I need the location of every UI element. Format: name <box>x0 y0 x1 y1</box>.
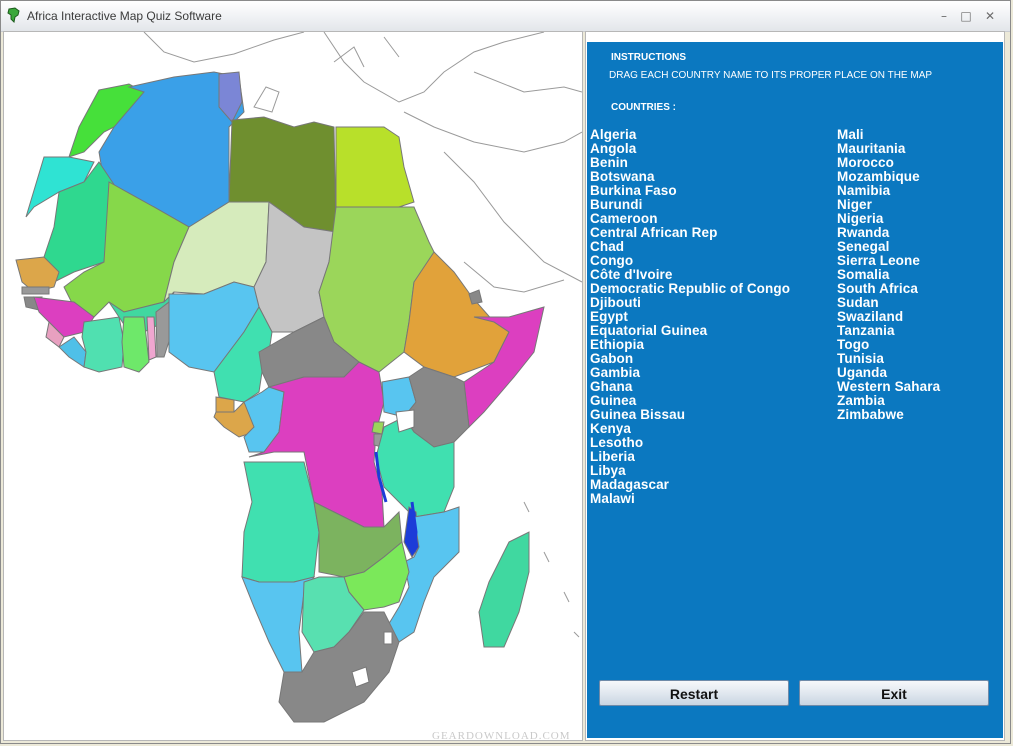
country-label[interactable]: Benin <box>590 155 629 170</box>
country-label[interactable]: Niger <box>837 197 873 212</box>
country-tanzania <box>375 416 455 518</box>
country-label[interactable]: Gabon <box>590 351 634 366</box>
country-madagascar <box>478 531 530 648</box>
outline-landmass <box>143 32 582 638</box>
country-label[interactable]: Chad <box>590 239 625 254</box>
country-label[interactable]: Mozambique <box>837 169 920 184</box>
country-liberia <box>58 336 87 368</box>
country-namibia <box>241 576 316 673</box>
country-south-africa <box>278 611 400 723</box>
country-label[interactable]: Libya <box>590 463 626 478</box>
country-label[interactable]: Mauritania <box>837 141 906 156</box>
minimize-button[interactable]: – <box>941 9 947 23</box>
countries-list-col2: Mali Mauritania Morocco Mozambique Namibia Ni… <box>837 128 940 422</box>
country-label[interactable]: Nigeria <box>837 211 884 226</box>
country-benin <box>155 301 173 358</box>
lake-victoria <box>395 409 415 433</box>
country-label[interactable]: Somalia <box>837 267 890 282</box>
countries-list-col1: Algeria Angola Benin Botswana Burkina Faso Bu… <box>590 128 790 506</box>
country-egypt <box>335 126 415 208</box>
country-label[interactable]: Congo <box>590 253 634 268</box>
country-togo <box>146 316 157 361</box>
country-label[interactable]: Central African Rep <box>590 225 718 240</box>
country-label[interactable]: Burundi <box>590 197 643 212</box>
country-label[interactable]: Equatorial Guinea <box>590 323 708 338</box>
country-cote-divoire <box>81 316 125 373</box>
africa-app-icon <box>7 7 20 23</box>
country-shapes[interactable] <box>15 71 545 723</box>
country-label[interactable]: Guinea <box>590 393 637 408</box>
country-gambia <box>21 286 50 295</box>
country-label[interactable]: Rwanda <box>837 225 890 240</box>
countries-title: COUNTRIES : <box>611 102 676 113</box>
maximize-button[interactable]: □ <box>960 9 972 23</box>
country-label[interactable]: Sudan <box>837 295 879 310</box>
country-label[interactable]: Burkina Faso <box>590 183 677 198</box>
country-label[interactable]: Tunisia <box>837 351 884 366</box>
restart-button[interactable]: Restart <box>599 680 789 706</box>
instructions-text: DRAG EACH COUNTRY NAME TO ITS PROPER PLA… <box>609 70 933 81</box>
quiz-panel: INSTRUCTIONS DRAG EACH COUNTRY NAME TO I… <box>585 31 1005 741</box>
country-label[interactable]: Mali <box>837 127 864 142</box>
country-swaziland <box>383 631 393 645</box>
country-label[interactable]: Cameroon <box>590 211 658 226</box>
country-label[interactable]: Morocco <box>837 155 894 170</box>
country-label[interactable]: Senegal <box>837 239 890 254</box>
country-label[interactable]: Algeria <box>590 127 637 142</box>
country-label[interactable]: Democratic Republic of Congo <box>590 281 791 296</box>
country-label[interactable]: Côte d'Ivoire <box>590 267 673 282</box>
africa-map-svg[interactable] <box>4 32 582 740</box>
country-label[interactable]: Madagascar <box>590 477 670 492</box>
lake-lines <box>374 451 418 553</box>
country-label[interactable]: Liberia <box>590 449 635 464</box>
country-label[interactable]: Ghana <box>590 379 633 394</box>
country-somalia <box>463 306 545 429</box>
country-equatorial-guinea <box>215 396 235 413</box>
quiz-panel-body: INSTRUCTIONS DRAG EACH COUNTRY NAME TO I… <box>587 42 1003 738</box>
country-label[interactable]: Malawi <box>590 491 635 506</box>
exit-button[interactable]: Exit <box>799 680 989 706</box>
country-ghana <box>121 316 150 373</box>
instructions-title: INSTRUCTIONS <box>611 52 686 63</box>
country-label[interactable]: Egypt <box>590 309 629 324</box>
country-label[interactable]: Sierra Leone <box>837 253 920 268</box>
country-label[interactable]: Guinea Bissau <box>590 407 686 422</box>
country-label[interactable]: Swaziland <box>837 309 904 324</box>
country-botswana <box>301 576 365 653</box>
country-label[interactable]: Gambia <box>590 365 641 380</box>
country-label[interactable]: Botswana <box>590 169 655 184</box>
country-label[interactable]: Tanzania <box>837 323 895 338</box>
country-label[interactable]: Lesotho <box>590 435 644 450</box>
title-bar[interactable]: Africa Interactive Map Quiz Software – □… <box>1 1 1010 32</box>
country-label[interactable]: Namibia <box>837 183 891 198</box>
country-label[interactable]: Western Sahara <box>837 379 941 394</box>
country-ethiopia <box>403 251 510 378</box>
country-tunisia <box>218 71 243 123</box>
africa-map[interactable] <box>3 31 583 741</box>
country-senegal <box>15 256 60 293</box>
country-label[interactable]: Togo <box>837 337 870 352</box>
country-label[interactable]: Zambia <box>837 393 885 408</box>
country-djibouti <box>468 289 483 305</box>
country-guinea <box>33 296 95 338</box>
country-label[interactable]: Zimbabwe <box>837 407 904 422</box>
country-label[interactable]: Djibouti <box>590 295 642 310</box>
country-lesotho <box>351 666 370 688</box>
watermark: GEARDOWNLOAD.COM <box>432 730 571 742</box>
country-label[interactable]: Uganda <box>837 365 888 380</box>
country-label[interactable]: Kenya <box>590 421 632 436</box>
window-title: Africa Interactive Map Quiz Software <box>27 9 222 23</box>
country-label[interactable]: South Africa <box>837 281 918 296</box>
country-label[interactable]: Angola <box>590 141 637 156</box>
country-angola <box>241 461 320 583</box>
country-label[interactable]: Ethiopia <box>590 337 645 352</box>
close-button[interactable]: ✕ <box>984 9 996 23</box>
